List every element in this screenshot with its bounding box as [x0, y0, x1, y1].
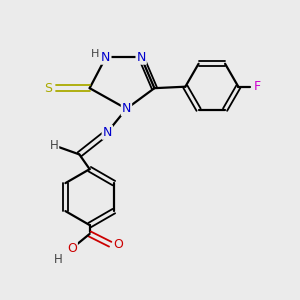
Text: N: N [136, 51, 146, 64]
Text: N: N [103, 126, 112, 139]
Text: H: H [91, 49, 99, 59]
Text: O: O [114, 238, 123, 251]
Text: H: H [54, 253, 62, 266]
Text: H: H [50, 139, 59, 152]
Text: S: S [44, 82, 52, 95]
Text: O: O [67, 242, 77, 255]
Text: N: N [101, 51, 110, 64]
Text: N: N [122, 102, 131, 115]
Text: F: F [254, 80, 261, 93]
